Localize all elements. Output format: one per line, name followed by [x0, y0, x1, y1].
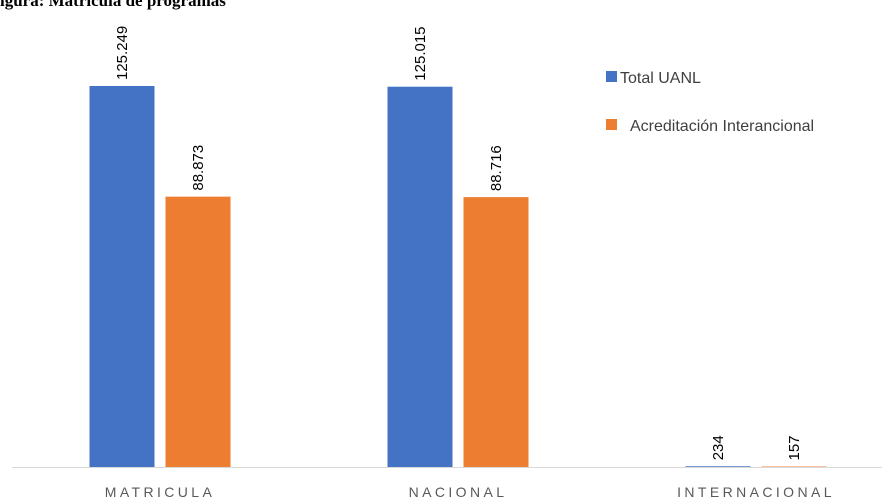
category-labels-layer: MATRICULA NACIONAL INTERNACIONAL	[105, 484, 835, 500]
category-label-nacional: NACIONAL	[409, 484, 508, 500]
bar-acreditacion-interancional-nacional	[463, 197, 529, 467]
data-label-total-uanl-matricula: 125.249	[114, 26, 131, 80]
legend: Total UANL Acreditación Interancional	[606, 70, 814, 135]
data-label-acreditacion-interancional-matricula: 88.873	[190, 145, 207, 191]
bar-acreditacion-interancional-internacional	[761, 466, 827, 468]
bar-total-uanl-nacional	[387, 86, 453, 467]
legend-label-total-uanl: Total UANL	[620, 70, 701, 87]
bars-layer	[89, 86, 827, 468]
data-label-acreditacion-interancional-internacional: 157	[786, 435, 803, 460]
data-labels-layer: 125.249 88.873 125.015 88.716 234 157	[114, 26, 803, 461]
data-label-total-uanl-nacional: 125.015	[412, 26, 429, 80]
bar-acreditacion-interancional-matricula	[165, 196, 231, 467]
bar-total-uanl-matricula	[89, 86, 155, 467]
figure-caption: igura: Matrícula de programas	[0, 0, 226, 10]
category-label-matricula: MATRICULA	[105, 484, 215, 500]
legend-swatch-acreditacion-interancional	[606, 119, 617, 130]
category-label-internacional: INTERNACIONAL	[677, 484, 835, 500]
bar-total-uanl-internacional	[685, 466, 751, 467]
legend-label-acreditacion-interancional: Acreditación Interancional	[630, 118, 814, 135]
data-label-acreditacion-interancional-nacional: 88.716	[488, 145, 505, 191]
data-label-total-uanl-internacional: 234	[710, 435, 727, 460]
legend-swatch-total-uanl	[606, 71, 617, 82]
